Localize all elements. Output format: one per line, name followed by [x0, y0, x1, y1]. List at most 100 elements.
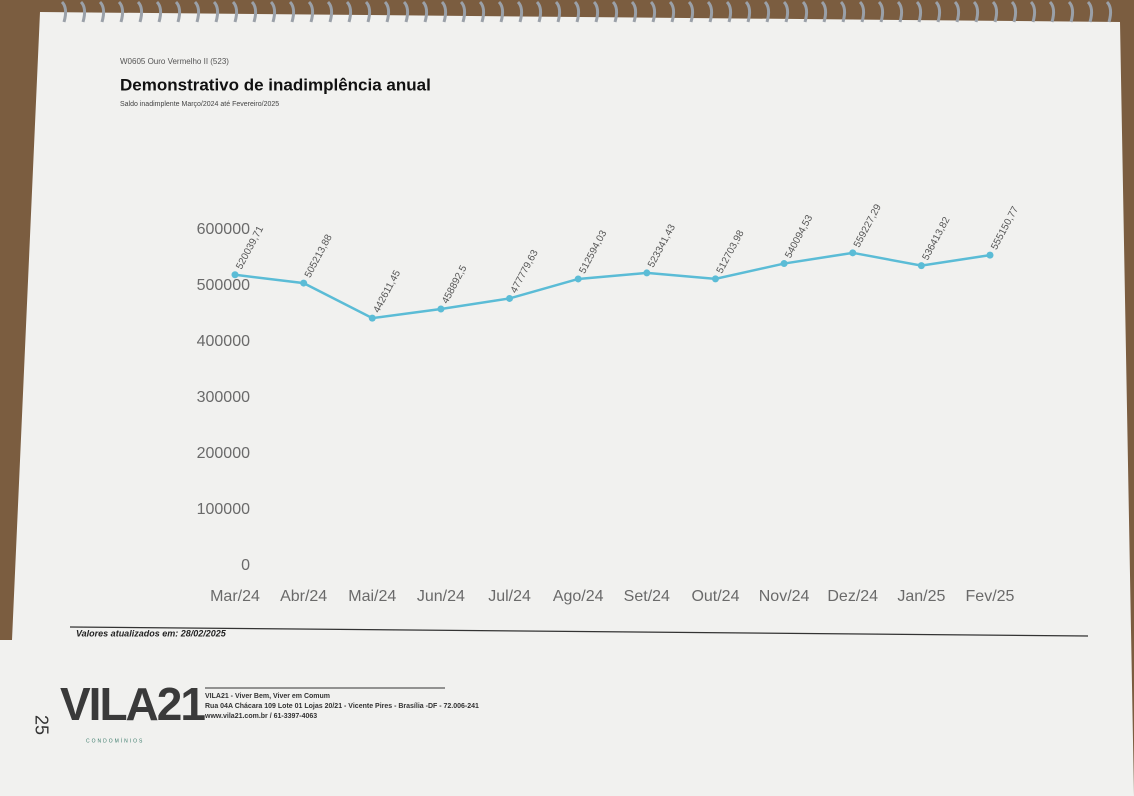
spiral-ring — [744, 0, 752, 23]
spiral-ring — [364, 0, 372, 23]
paper — [0, 12, 1134, 796]
spiral-ring — [820, 0, 828, 23]
spiral-ring — [858, 0, 866, 23]
x-tick-label: Jun/24 — [417, 588, 465, 605]
spiral-ring — [706, 0, 714, 23]
data-line — [234, 251, 991, 320]
y-tick-label: 600000 — [197, 221, 250, 238]
report-code: W0605 Ouro Vermelho II (523) — [120, 57, 229, 66]
spiral-ring — [801, 0, 809, 23]
y-tick-label: 0 — [241, 557, 250, 574]
logo-subtitle: CONDOMÍNIOS — [86, 737, 144, 744]
spiral-ring — [231, 0, 239, 23]
spiral-ring — [193, 0, 201, 23]
spiral-ring — [934, 0, 942, 23]
spiral-ring — [307, 0, 315, 23]
footer-rule — [69, 626, 1089, 637]
data-point — [643, 269, 651, 277]
spiral-ring — [117, 0, 125, 23]
spiral-ring — [459, 0, 467, 23]
updated-date: Valores atualizados em: 28/02/2025 — [76, 628, 227, 638]
spiral-ring — [250, 0, 258, 23]
spiral-ring — [896, 0, 904, 23]
x-tick-label: Nov/24 — [759, 588, 810, 605]
data-point — [437, 305, 445, 313]
data-point — [368, 314, 376, 322]
spiral-ring — [60, 0, 68, 23]
spiral-ring — [79, 0, 87, 23]
data-point — [300, 279, 308, 287]
spiral-ring — [535, 0, 543, 23]
spiral-ring — [516, 0, 524, 23]
spiral-ring — [1029, 0, 1037, 23]
company-address: Rua 04A Chácara 109 Lote 01 Lojas 20/21 … — [205, 703, 479, 710]
x-tick-label: Dez/24 — [827, 588, 878, 605]
spiral-ring — [497, 0, 505, 23]
spiral-ring — [687, 0, 695, 23]
spiral-ring — [1086, 0, 1094, 23]
spiral-ring — [440, 0, 448, 23]
x-tick-label: Jan/25 — [897, 588, 945, 605]
x-tick-label: Set/24 — [624, 588, 670, 605]
y-tick-label: 300000 — [197, 389, 250, 406]
spiral-ring — [326, 0, 334, 23]
data-point — [849, 249, 857, 257]
company-contact: www.vila21.com.br / 61-3397-4063 — [204, 713, 317, 720]
data-point — [506, 294, 514, 302]
data-point — [231, 271, 239, 279]
report-title: Demonstrativo de inadimplência anual — [120, 75, 431, 94]
data-point — [780, 260, 788, 268]
y-tick-label: 200000 — [197, 445, 250, 462]
x-tick-label: Mar/24 — [210, 588, 260, 605]
page-number: 25 — [31, 715, 51, 735]
data-point — [917, 262, 925, 270]
spiral-ring — [611, 0, 619, 23]
spiral-ring — [877, 0, 885, 23]
spiral-ring — [1105, 0, 1113, 23]
spiral-binding — [60, 0, 1113, 23]
spiral-ring — [630, 0, 638, 23]
spiral-ring — [212, 0, 220, 23]
spiral-ring — [953, 0, 961, 23]
spiral-ring — [383, 0, 391, 23]
spiral-ring — [174, 0, 182, 23]
spiral-ring — [269, 0, 277, 23]
spiral-ring — [136, 0, 144, 23]
data-point — [986, 251, 994, 259]
spiral-ring — [839, 0, 847, 23]
spiral-ring — [155, 0, 163, 23]
spiral-ring — [478, 0, 486, 23]
spiral-ring — [1067, 0, 1075, 23]
y-tick-label: 500000 — [197, 277, 250, 294]
spiral-ring — [1048, 0, 1056, 23]
logo: VILA21 — [60, 678, 205, 730]
y-tick-label: 400000 — [197, 333, 250, 350]
y-tick-label: 100000 — [197, 501, 250, 518]
spiral-ring — [421, 0, 429, 23]
data-point — [574, 275, 582, 283]
x-tick-label: Ago/24 — [553, 588, 604, 605]
x-tick-label: Abr/24 — [280, 588, 327, 605]
x-tick-label: Fev/25 — [966, 588, 1015, 605]
spiral-ring — [915, 0, 923, 23]
x-tick-label: Jul/24 — [488, 588, 531, 605]
spiral-ring — [725, 0, 733, 23]
company-name: VILA21 - Viver Bem, Viver em Comum — [205, 693, 330, 700]
spiral-ring — [554, 0, 562, 23]
spiral-ring — [288, 0, 296, 23]
spiral-ring — [782, 0, 790, 23]
spiral-ring — [98, 0, 106, 23]
spiral-ring — [573, 0, 581, 23]
report-subtitle: Saldo inadimplente Março/2024 até Fevere… — [120, 101, 279, 108]
spiral-ring — [763, 0, 771, 23]
spiral-ring — [991, 0, 999, 23]
spiral-ring — [402, 0, 410, 23]
x-tick-label: Mai/24 — [348, 588, 396, 605]
spiral-ring — [1010, 0, 1018, 23]
spiral-ring — [972, 0, 980, 23]
spiral-ring — [345, 0, 353, 23]
data-point — [711, 275, 719, 283]
spiral-ring — [668, 0, 676, 23]
spiral-ring — [649, 0, 657, 23]
